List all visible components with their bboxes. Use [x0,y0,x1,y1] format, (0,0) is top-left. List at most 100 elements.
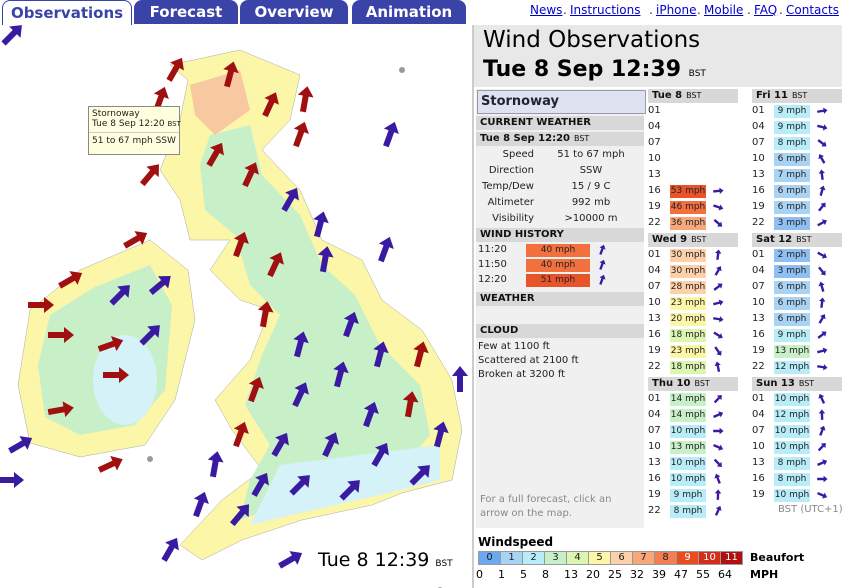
tab[interactable]: Animation [352,0,466,24]
hour: 13 [648,169,661,180]
hour: 07 [752,137,765,148]
direction-arrow [818,169,826,181]
hour: 07 [648,137,661,148]
nav-link[interactable]: News [530,3,563,17]
current-time: Tue 8 Sep 12:20 BST [476,132,644,146]
speed-cell: 36 mph [670,217,706,230]
direction-arrow [817,475,828,483]
tab[interactable]: Overview [240,0,348,24]
speed-cell: 14 mph [670,409,706,422]
tab[interactable]: Observations [2,0,132,25]
direction-arrow [816,393,827,405]
hour: 19 [648,201,661,212]
mph-label: 32 [630,568,644,581]
hour: 13 [752,169,765,180]
direction-arrow [713,361,723,373]
direction-arrow [713,427,724,435]
day-heading: Tue 8 BST [648,89,738,103]
row-value: 51 to 67 mph [557,149,625,160]
speed-cell: 18 mph [670,361,706,374]
speed-cell: 13 mph [670,441,706,454]
mph-label: 0 [476,568,483,581]
mph-label: 13 [564,568,578,581]
direction-arrow [712,393,724,405]
direction-arrow [712,202,724,212]
hour: 16 [648,185,661,196]
mph-label: 64 [718,568,732,581]
legend-title: Windspeed [478,535,554,549]
history-speed: 51 mph [526,274,590,287]
speed-cell: 2 mph [774,249,810,262]
day-name: Sun 13 [756,378,795,389]
station-dot [399,67,405,73]
speed-cell: 12 mph [774,361,810,374]
speed-cell: 14 mph [670,393,706,406]
direction-arrow [817,425,827,437]
divider [472,25,474,588]
northern-high [190,70,250,135]
direction-arrow [712,281,724,293]
cloud-heading: CLOUD [476,324,644,338]
nav-link[interactable]: FAQ [754,3,778,17]
nav-link[interactable]: Mobile [704,3,744,17]
hour: 01 [648,249,661,260]
day-tz: BST [694,379,710,388]
south-calm [250,445,440,525]
hour: 16 [752,185,765,196]
direction-arrow [817,281,827,293]
hour: 16 [648,329,661,340]
hour: 10 [752,441,765,452]
history-speed: 40 mph [526,244,590,257]
speed-cell: 10 mph [774,393,810,406]
direction-arrow [712,217,724,229]
hour: 07 [648,281,661,292]
day-heading: Wed 9 BST [648,233,738,247]
hour: 13 [648,313,661,324]
hour: 04 [648,121,661,132]
header-title: Wind Observations [483,27,701,53]
hour: 16 [752,329,765,340]
hour: 10 [752,153,765,164]
day-heading: Thu 10 BST [648,377,738,391]
nav-link[interactable]: Instructions [570,3,641,17]
direction-arrow [816,153,828,165]
tooltip-time: Tue 8 Sep 12:20 BST [89,119,181,129]
row-value: 15 / 9 C [571,181,611,192]
direction-arrow [712,457,724,469]
hour: 04 [648,409,661,420]
speed-cell: 23 mph [670,345,706,358]
beaufort-cell: 5 [588,551,611,565]
speed-cell: 6 mph [774,185,810,198]
speed-cell: 3 mph [774,217,810,230]
hour: 07 [752,281,765,292]
nav-link[interactable]: Contacts [786,3,839,17]
direction-arrow [597,244,607,256]
history-time: 11:50 [478,259,507,270]
hour: 22 [648,505,661,516]
mph-unit: MPH [750,568,779,581]
tooltip-wind: 51 to 67 mph SSW [89,132,179,146]
speed-cell: 9 mph [774,121,810,134]
row-label: Direction [488,165,534,176]
map[interactable] [0,25,472,588]
nav-link[interactable]: iPhone [656,3,697,17]
speed-cell: 6 mph [774,313,810,326]
direction-arrow [816,329,828,341]
speed-cell: 18 mph [670,329,706,342]
hour: 16 [752,473,765,484]
speed-cell: 7 mph [774,169,810,182]
direction-arrow [816,346,828,356]
mph-label: 25 [608,568,622,581]
beaufort-cell: 7 [632,551,655,565]
speed-cell: 53 mph [670,185,706,198]
speed-cell: 6 mph [774,281,810,294]
beaufort-cell: 11 [720,551,743,565]
speed-cell: 10 mph [774,489,810,502]
direction-arrow [816,265,828,277]
tab[interactable]: Forecast [134,0,238,24]
direction-arrow [712,315,724,324]
tooltip: Stornoway Tue 8 Sep 12:20 BST 51 to 67 m… [88,106,181,155]
speed-cell: 30 mph [670,265,706,278]
speed-cell: 10 mph [774,425,810,438]
direction-arrow [818,409,826,420]
